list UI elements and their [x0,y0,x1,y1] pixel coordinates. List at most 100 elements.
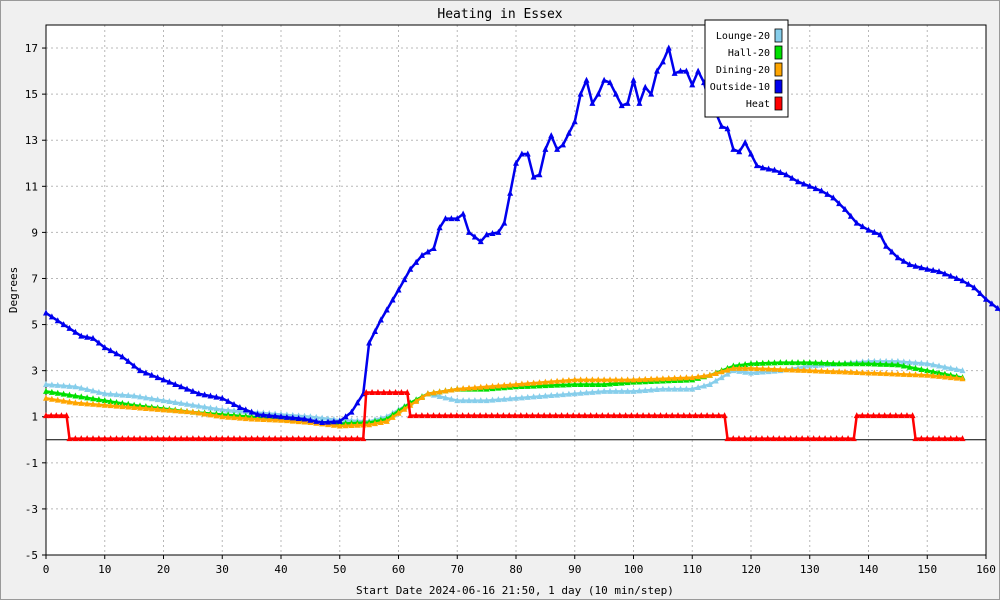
data-point [554,145,561,152]
data-point [48,381,55,388]
data-point [589,380,596,387]
data-point [789,366,796,373]
data-point [988,300,995,307]
data-point [517,412,524,419]
data-point [947,374,954,381]
data-point [654,375,660,382]
data-point [812,367,819,374]
data-point [859,412,866,419]
data-point [225,435,232,442]
data-point [219,394,226,401]
data-point [430,389,437,396]
data-point [260,435,267,442]
data-point [695,384,702,391]
data-point [54,396,61,403]
data-point [466,384,472,391]
data-point [900,358,907,365]
data-point [154,405,161,412]
data-point [272,435,279,442]
data-point [806,182,813,189]
data-point [822,435,829,442]
data-point [336,435,343,442]
data-point [795,178,801,185]
data-point [704,412,711,419]
data-point [839,435,846,442]
data-point [236,404,243,411]
data-point [536,171,543,178]
data-point [636,376,643,383]
data-point [278,435,284,442]
data-point [877,369,884,376]
y-tick-label: 17 [25,42,38,55]
data-point [142,435,149,442]
data-point [599,412,606,419]
data-point [871,369,878,376]
data-point [254,435,261,442]
data-point [131,392,138,399]
data-point [301,415,308,422]
x-tick-label: 30 [216,563,229,576]
data-point [348,435,355,442]
data-point [742,139,749,146]
data-point [894,357,901,364]
data-point [759,359,766,366]
data-point [524,150,531,157]
data-point [125,357,132,364]
data-point [536,379,543,386]
data-point [436,412,443,419]
data-point [354,421,361,428]
data-point [389,296,396,303]
data-point [530,379,537,386]
data-point [507,395,514,402]
data-point [671,385,678,392]
legend-swatch [774,96,783,111]
data-point [66,382,73,389]
data-point [736,361,743,368]
data-point [759,368,766,375]
data-point [683,67,690,74]
data-point [84,333,91,340]
data-point [753,365,760,372]
data-point [748,364,754,371]
data-point [207,392,214,399]
data-point [189,387,196,394]
x-tick-label: 40 [274,563,287,576]
data-point [95,396,102,403]
data-point [595,376,602,383]
data-point [119,403,126,410]
data-point [918,435,925,442]
x-tick-label: 50 [333,563,346,576]
data-point [889,361,895,368]
data-point [272,412,279,419]
data-point [959,277,966,284]
data-point [783,171,790,178]
data-point [395,286,402,293]
data-point [630,76,637,83]
data-point [706,371,713,378]
data-point [137,393,143,400]
data-point [799,435,806,442]
data-point [195,435,202,442]
data-point [721,412,728,419]
data-point [657,412,664,419]
data-point [589,376,596,383]
data-point [453,412,460,419]
data-point [201,435,208,442]
data-point [806,362,813,369]
data-point [43,412,49,419]
data-point [712,377,719,384]
data-point [912,371,919,378]
data-point [495,228,502,235]
data-point [201,403,208,410]
data-point [680,412,687,419]
data-point [195,402,202,409]
data-point [289,417,296,424]
data-point [965,280,972,287]
data-point [924,360,931,367]
data-point [107,347,114,354]
data-point [595,388,602,395]
data-point [748,150,754,157]
data-point [72,392,79,399]
data-point [800,363,807,370]
x-tick-label: 110 [682,563,702,576]
